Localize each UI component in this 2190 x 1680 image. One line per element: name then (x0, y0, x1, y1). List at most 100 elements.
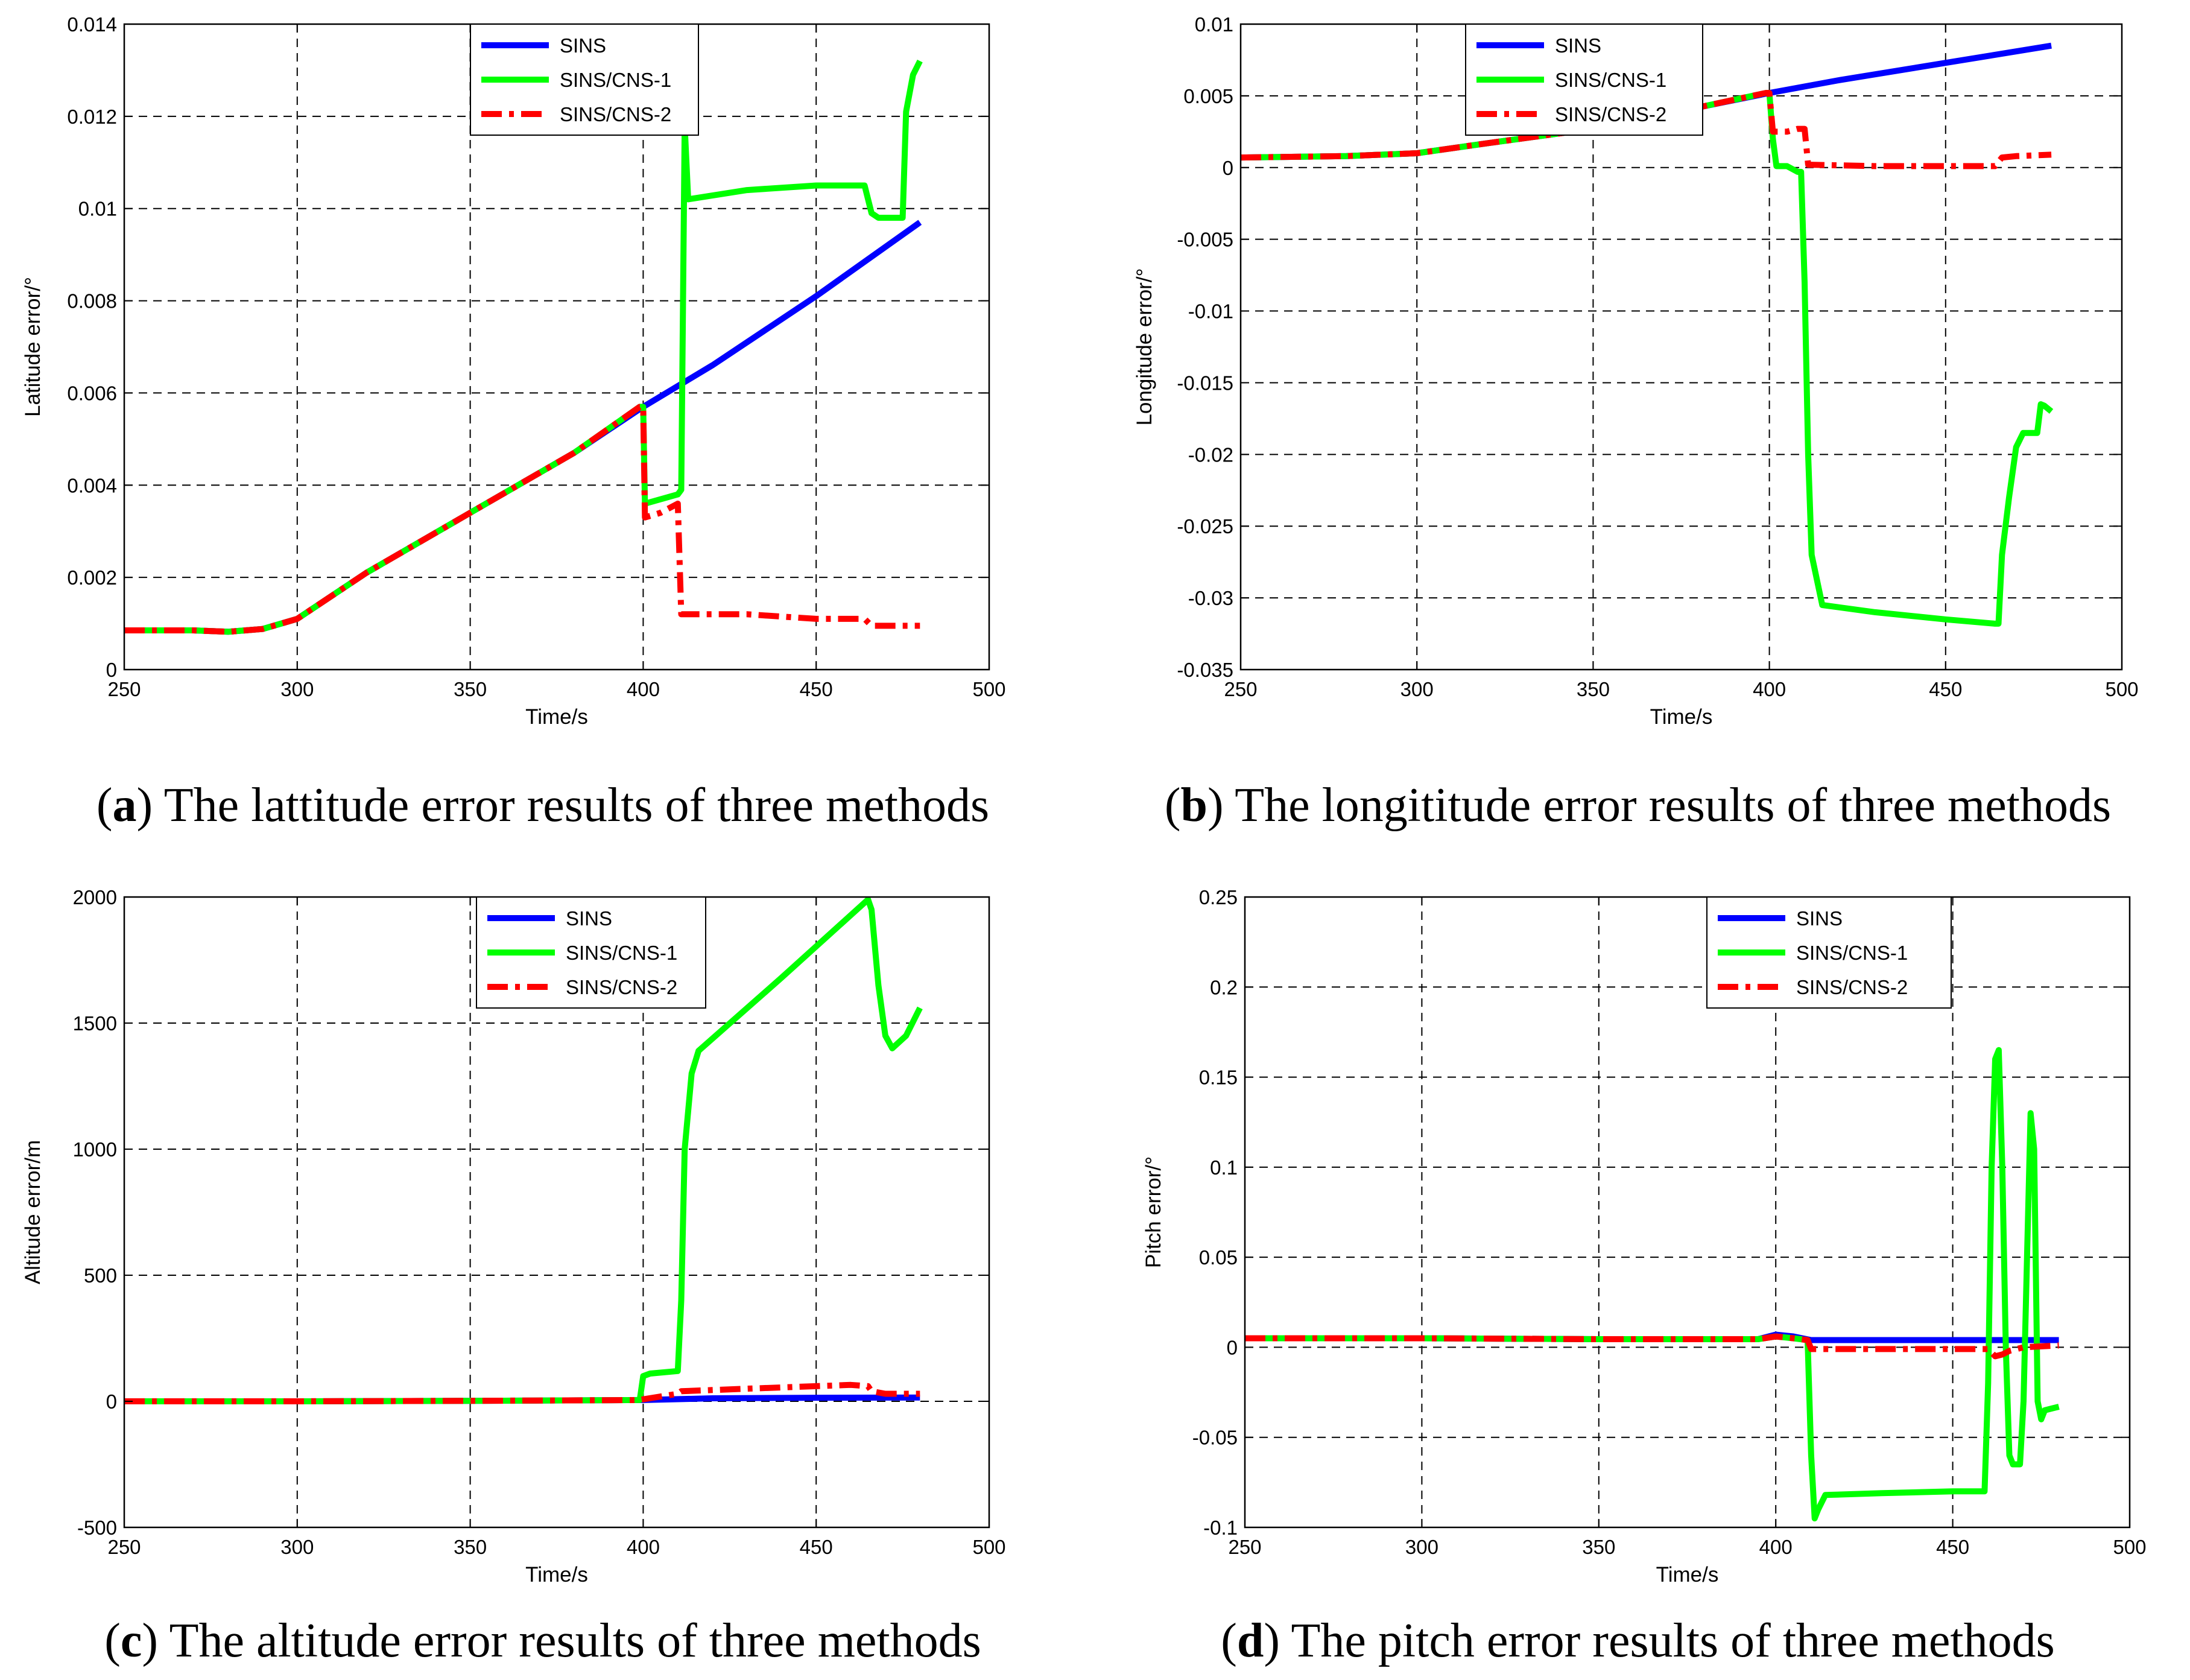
series-line-cns2 (1240, 90, 2052, 170)
x-tick-label: 250 (1224, 678, 1257, 700)
y-tick-label: 0 (1223, 157, 1233, 179)
series-line-cns2 (124, 1381, 920, 1404)
y-tick-label: -0.035 (1177, 659, 1233, 681)
legend-label: SINS (560, 34, 606, 57)
x-tick-label: 500 (972, 678, 1005, 700)
y-axis-label: Longitude error/° (1133, 268, 1156, 425)
series-line-cns1 (124, 896, 923, 1404)
x-tick-label: 350 (1582, 1536, 1615, 1558)
x-tick-label: 250 (107, 678, 141, 700)
legend-label: SINS (1796, 907, 1843, 930)
caption-d: (d) The pitch error results of three met… (1221, 1614, 2055, 1667)
y-tick-label: 0.05 (1199, 1246, 1238, 1269)
legend-label: SINS/CNS-1 (560, 69, 671, 91)
x-tick-label: 500 (2113, 1536, 2146, 1558)
y-tick-label: 0.1 (1210, 1156, 1238, 1179)
chart-panel-a: 250 300 350 400 450 500 0 0.002 0.004 0.006 0.008 0… (0, 0, 1086, 832)
x-tick-label: 400 (627, 1536, 660, 1558)
x-tick-label: 400 (1759, 1536, 1793, 1558)
chart-panel-d: 250 300 350 400 450 500 -0.1 -0.05 0 0.05 0.1 0.15 0… (1086, 869, 2190, 1680)
x-axis-label: Time/s (1650, 705, 1713, 729)
y-tick-label: 500 (84, 1264, 117, 1287)
y-tick-label: 0.008 (67, 290, 117, 312)
y-tick-label: 0.25 (1199, 886, 1238, 908)
legend: SINS SINS/CNS-1 SINS/CNS-2 (470, 24, 699, 136)
series-line-cns2 (124, 404, 920, 635)
y-axis-label: Altitude error/m (21, 1140, 45, 1284)
y-tick-label: -0.05 (1192, 1427, 1238, 1449)
y-tick-label: -0.1 (1203, 1517, 1238, 1539)
y-tick-label: 0.005 (1183, 85, 1233, 107)
y-tick-label: 0.2 (1210, 976, 1238, 998)
x-tick-label: 450 (1929, 678, 1962, 700)
x-tick-label: 400 (627, 678, 660, 700)
chart-svg-a: 250 300 350 400 450 500 0 0.002 0.004 0.006 0.008 0… (21, 13, 1006, 729)
series-line-cns2 (1245, 1333, 2059, 1360)
caption-b-text: The longititude error results of three m… (1223, 779, 2112, 832)
chart-svg-d: 250 300 350 400 450 500 -0.1 -0.05 0 0.05 0.1 0.15 0… (1142, 886, 2147, 1586)
y-tick-label: -500 (77, 1517, 117, 1539)
legend-label: SINS/CNS-2 (560, 103, 671, 125)
y-tick-label: 0 (1227, 1336, 1238, 1358)
y-tick-label: 0 (106, 1390, 117, 1413)
caption-b-letter: b (1180, 779, 1208, 832)
caption-b: (b) The longititude error results of thr… (1164, 779, 2112, 832)
x-tick-label: 300 (280, 678, 314, 700)
x-axis-label: Time/s (525, 1563, 588, 1586)
caption-c: (c) The altitude error results of three … (104, 1614, 981, 1667)
x-tick-label: 350 (454, 678, 487, 700)
x-tick-label: 500 (972, 1536, 1005, 1558)
x-tick-label: 450 (800, 678, 833, 700)
caption-c-text: The altitude error results of three meth… (158, 1614, 981, 1667)
y-tick-label: 0.014 (67, 13, 117, 36)
caption-c-letter: c (120, 1614, 142, 1667)
chart-panel-c: 250 300 350 400 450 500 -500 0 500 1000 1500 2000 Ti… (0, 869, 1086, 1680)
x-tick-label: 300 (280, 1536, 314, 1558)
y-axis-label: Latitude error/° (21, 277, 45, 417)
legend-label: SINS (566, 907, 612, 930)
y-tick-label: 2000 (73, 886, 117, 908)
y-tick-label: 0.01 (1195, 13, 1233, 36)
legend: SINS SINS/CNS-1 SINS/CNS-2 (476, 896, 706, 1009)
caption-d-text: The pitch error results of three methods (1279, 1614, 2055, 1667)
legend: SINS SINS/CNS-1 SINS/CNS-2 (1465, 24, 1703, 136)
caption-a-letter: a (112, 779, 137, 832)
y-tick-label: 0.002 (67, 566, 117, 589)
x-tick-label: 400 (1753, 678, 1786, 700)
y-tick-label: 1500 (73, 1012, 117, 1035)
legend-label: SINS/CNS-1 (566, 942, 677, 964)
legend-label: SINS/CNS-1 (1555, 69, 1666, 91)
y-tick-label: 0.004 (67, 474, 117, 496)
chart-svg-b: 250 300 350 400 450 500 -0.035 -0.03 -0.025 -0.02… (1133, 13, 2139, 729)
x-tick-label: 300 (1405, 1536, 1438, 1558)
x-tick-label: 450 (800, 1536, 833, 1558)
y-tick-label: -0.005 (1177, 229, 1233, 251)
y-tick-label: -0.025 (1177, 515, 1233, 537)
chart-svg-c: 250 300 350 400 450 500 -500 0 500 1000 1500 2000 Ti… (21, 886, 1006, 1586)
legend-label: SINS (1555, 34, 1601, 57)
legend-label: SINS/CNS-2 (1555, 103, 1666, 125)
y-tick-label: 0 (106, 659, 117, 681)
y-tick-label: -0.015 (1177, 372, 1233, 394)
legend: SINS SINS/CNS-1 SINS/CNS-2 (1706, 896, 1952, 1009)
chart-panel-b: 250 300 350 400 450 500 -0.035 -0.03 -0.025 -0.02… (1086, 0, 2190, 832)
caption-d-letter: d (1236, 1614, 1264, 1667)
x-tick-label: 350 (454, 1536, 487, 1558)
y-tick-label: 1000 (73, 1138, 117, 1161)
x-tick-label: 500 (2105, 678, 2138, 700)
y-tick-label: -0.02 (1188, 443, 1233, 466)
axes-box (1244, 896, 2131, 1529)
x-tick-label: 250 (107, 1536, 141, 1558)
x-axis-label: Time/s (525, 705, 588, 729)
y-tick-label: 0.01 (78, 198, 117, 220)
caption-a: (a) The lattitude error results of three… (96, 779, 990, 832)
legend-label: SINS/CNS-2 (566, 976, 677, 998)
x-tick-label: 250 (1228, 1536, 1261, 1558)
legend-label: SINS/CNS-1 (1796, 942, 1908, 964)
y-tick-label: -0.01 (1188, 300, 1233, 323)
series-line-cns1 (1245, 1047, 2060, 1522)
x-axis-label: Time/s (1656, 1563, 1719, 1586)
legend-label: SINS/CNS-2 (1796, 976, 1908, 998)
y-axis-label: Pitch error/° (1142, 1156, 1165, 1268)
y-tick-label: 0.15 (1199, 1067, 1238, 1089)
